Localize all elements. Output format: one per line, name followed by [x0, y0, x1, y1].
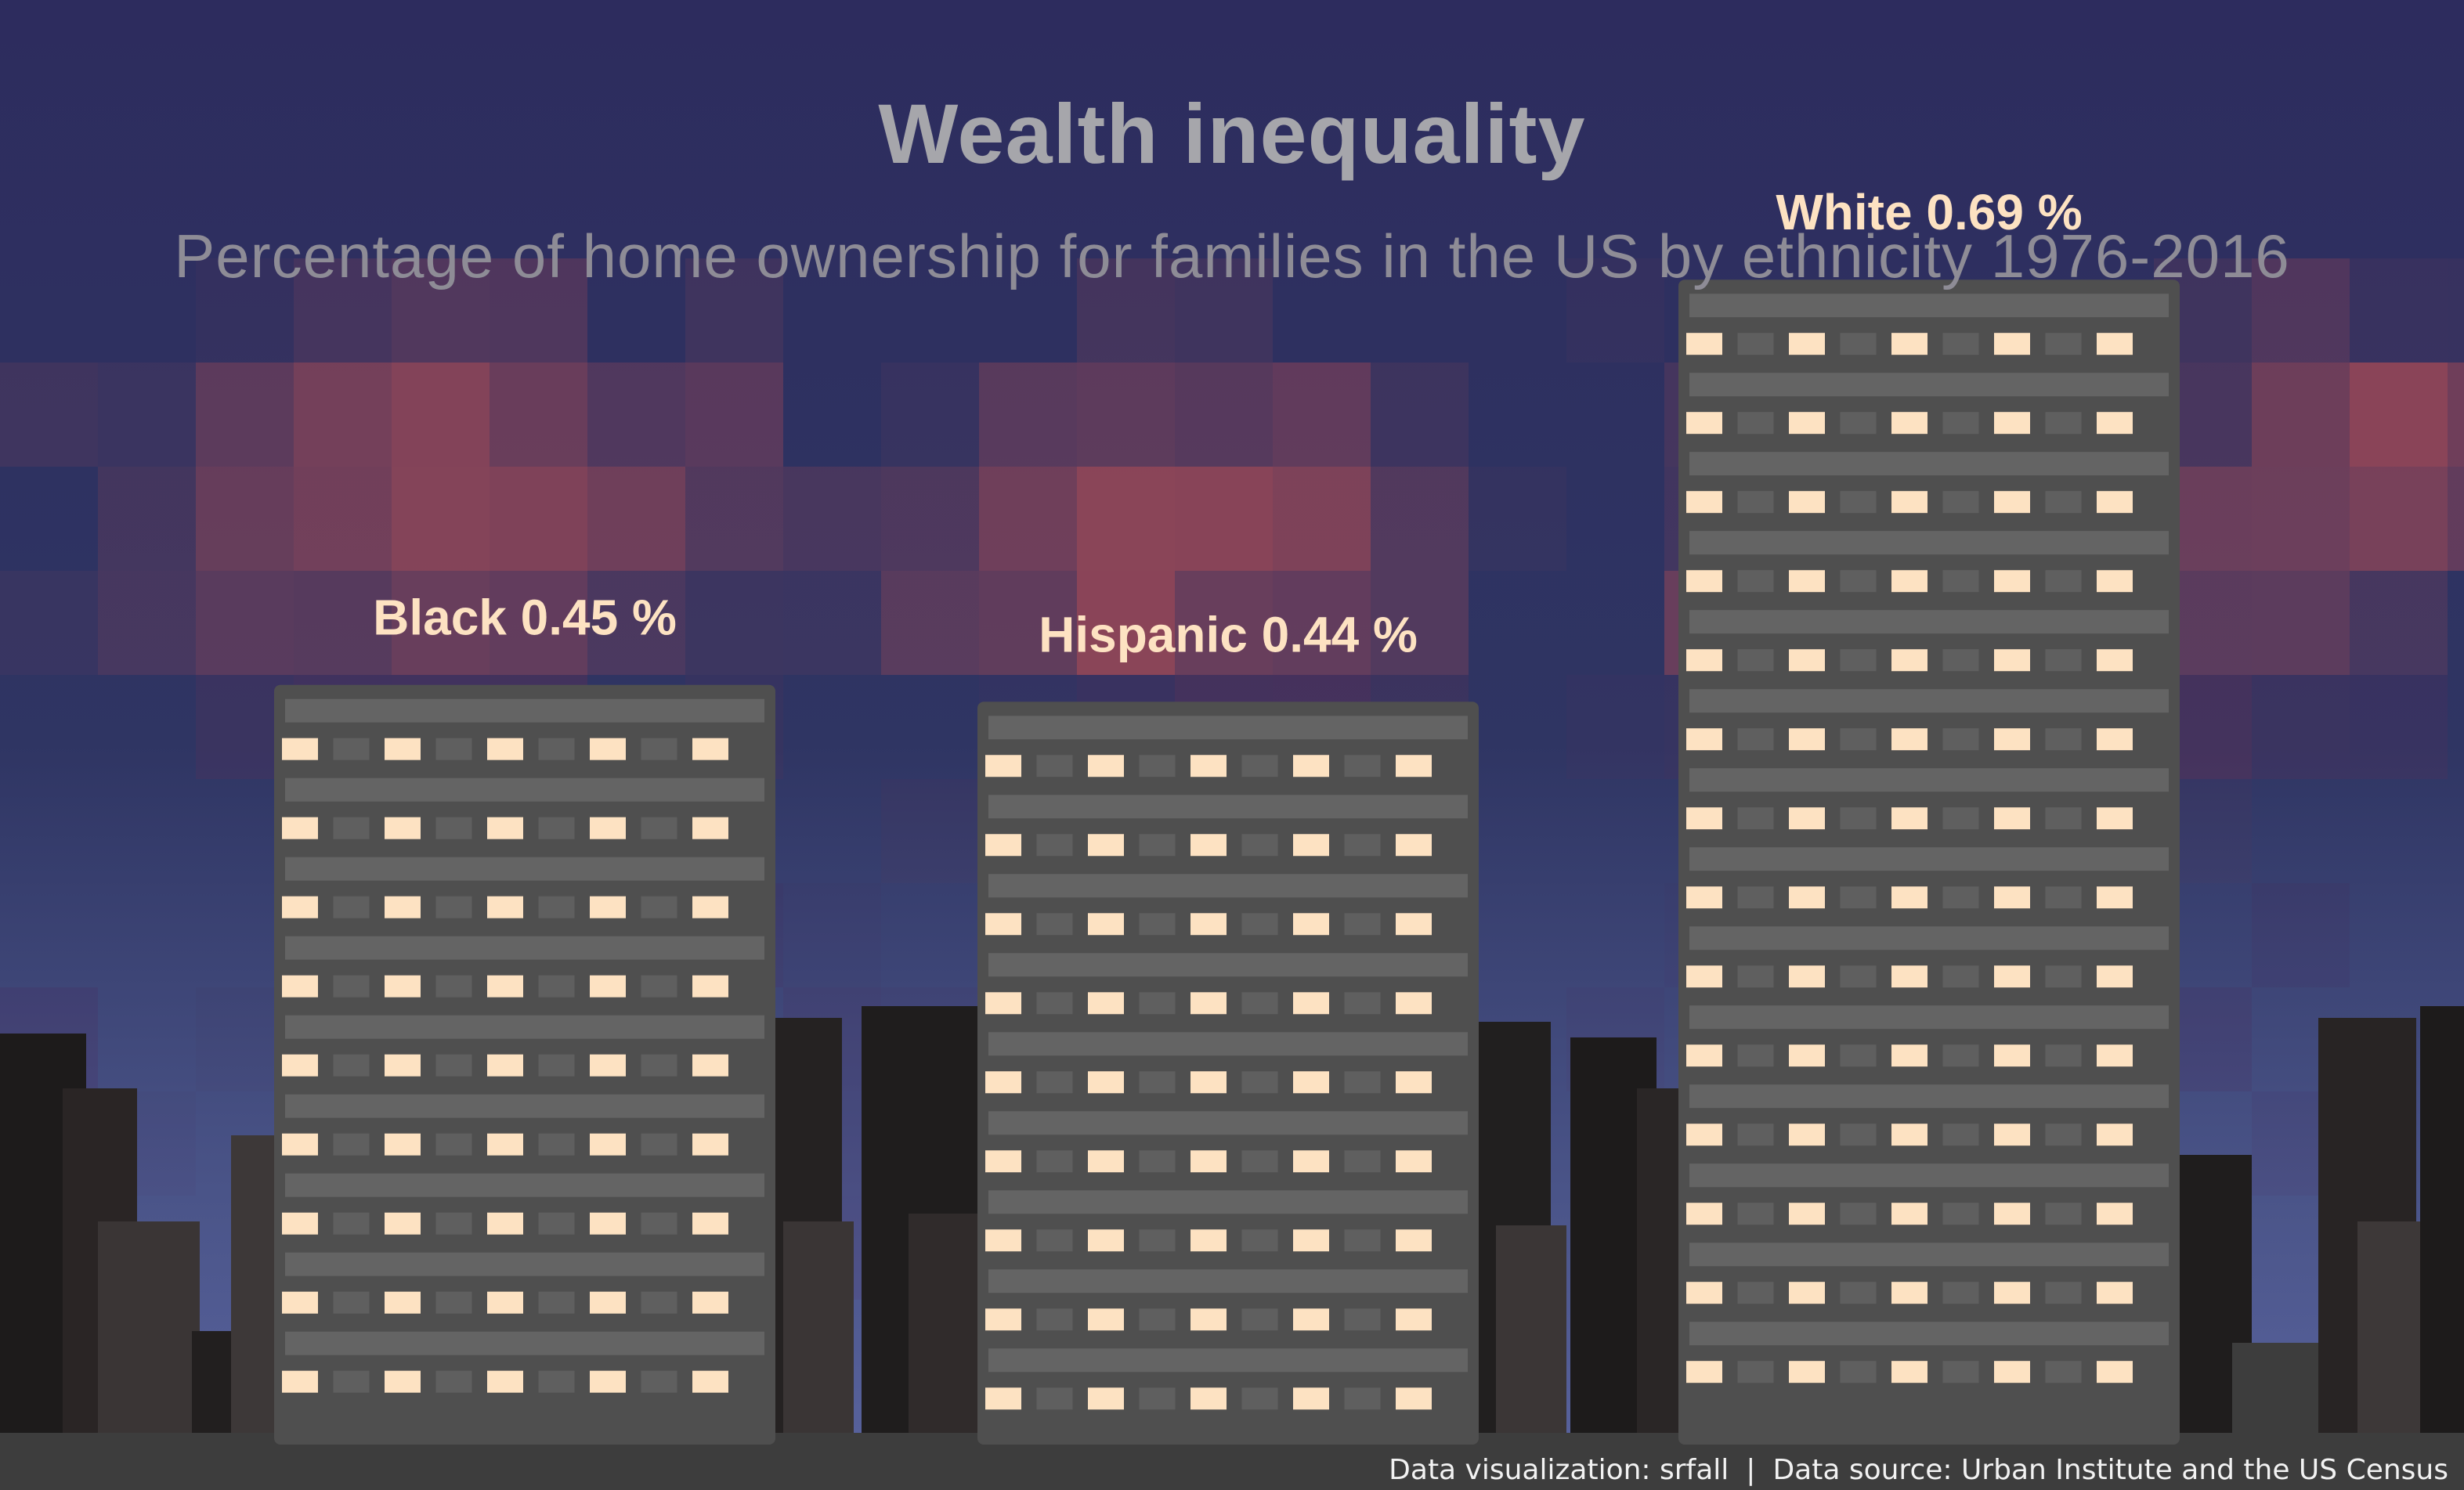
bar-label-black: Black 0.45 %: [373, 590, 677, 646]
mosaic-tile: [881, 571, 979, 675]
mosaic-tile: [2350, 258, 2448, 363]
bars-layer: [274, 280, 2180, 1445]
mosaic-tile: [1175, 258, 1273, 363]
mosaic-tile: [783, 571, 881, 675]
mosaic-tile: [196, 363, 294, 467]
skyline-building: [1496, 1225, 1566, 1433]
mosaic-tile: [2448, 258, 2464, 363]
mosaic-tile: [685, 363, 783, 467]
skyline-building: [2420, 1006, 2464, 1433]
mosaic-tile: [2350, 363, 2448, 467]
mosaic-tile: [881, 363, 979, 467]
mosaic-tile: [587, 467, 685, 571]
footer-separator: |: [1746, 1454, 1756, 1486]
city-skyline: [0, 1006, 2464, 1433]
mosaic-tile: [587, 363, 685, 467]
mosaic-tile: [2252, 675, 2350, 779]
mosaic-tile: [685, 467, 783, 571]
mosaic-tile: [1175, 363, 1273, 467]
mosaic-tile: [2350, 467, 2448, 571]
footer-credits: Data visualization: srfall | Data source: …: [1389, 1451, 2448, 1490]
mosaic-tile: [979, 571, 1077, 675]
mosaic-tile: [392, 571, 490, 675]
mosaic-tile: [979, 363, 1077, 467]
mosaic-tile: [783, 883, 881, 987]
mosaic-tile: [98, 363, 196, 467]
mosaic-tile: [1566, 258, 1664, 363]
bar-label-hispanic: Hispanic 0.44 %: [1039, 606, 1418, 662]
mosaic-tile: [392, 363, 490, 467]
chart-subtitle: Percentage of home ownership for familie…: [174, 222, 2290, 290]
mosaic-tile: [490, 571, 587, 675]
mosaic-tile: [685, 258, 783, 363]
mosaic-tile: [979, 467, 1077, 571]
mosaic-tile: [392, 258, 490, 363]
mosaic-tile: [490, 467, 587, 571]
mosaic-tile: [1077, 258, 1175, 363]
bar-labels-layer: Black 0.45 % Hispanic 0.44 % White 0.69 %: [373, 184, 2083, 662]
mosaic-tile: [2252, 467, 2350, 571]
mosaic-tile: [685, 571, 783, 675]
skyline-building: [909, 1214, 979, 1433]
mosaic-tile: [1371, 467, 1469, 571]
mosaic-tile: [2252, 363, 2350, 467]
mosaic-tile: [1273, 571, 1371, 675]
mosaic-tile: [0, 571, 98, 675]
mosaic-tile: [1469, 467, 1566, 571]
mosaic-tile: [1077, 467, 1175, 571]
mosaic-tile: [2350, 571, 2448, 675]
mosaic-tile: [1273, 363, 1371, 467]
mosaic-tile: [1566, 675, 1664, 779]
mosaic-tile: [587, 571, 685, 675]
mosaic-tile: [1077, 363, 1175, 467]
mosaic-tile: [1175, 467, 1273, 571]
mosaic-tile: [2252, 258, 2350, 363]
mosaic-tile: [1077, 571, 1175, 675]
mosaic-tile: [1371, 571, 1469, 675]
mosaic-tile: [881, 467, 979, 571]
skyline-building: [2232, 1343, 2334, 1433]
skyline-building: [98, 1221, 200, 1433]
mosaic-tile: [881, 779, 979, 883]
chart-title: Wealth inequality: [878, 86, 1586, 181]
mosaic-tile: [98, 467, 196, 571]
mosaic-tile: [1175, 571, 1273, 675]
mosaic-tile: [490, 363, 587, 467]
mosaic-tile: [294, 258, 392, 363]
bar-white: [1678, 280, 2180, 1445]
skyline-building: [783, 1221, 854, 1433]
mosaic-tile: [2448, 467, 2464, 571]
skyline-building: [2357, 1221, 2428, 1433]
mosaic-tile: [2350, 675, 2448, 779]
mosaic-tile: [2252, 571, 2350, 675]
mosaic-tile: [294, 363, 392, 467]
mosaic-tile: [2252, 883, 2350, 987]
mosaic-tile: [783, 467, 881, 571]
bar-label-white: White 0.69 %: [1776, 184, 2082, 240]
mosaic-tile: [1273, 467, 1371, 571]
mosaic-tile: [294, 571, 392, 675]
mosaic-tile: [294, 467, 392, 571]
mosaic-tile: [0, 363, 98, 467]
mosaic-tile: [392, 467, 490, 571]
footer-source: Data source: Urban Institute and the US …: [1772, 1454, 2448, 1486]
mosaic-tile: [196, 571, 294, 675]
mosaic-tile: [196, 258, 294, 363]
mosaic-tile: [1371, 363, 1469, 467]
mosaic-tile: [196, 467, 294, 571]
bar-hispanic: [977, 702, 1479, 1445]
mosaic-tile: [490, 258, 587, 363]
mosaic-tile: [98, 571, 196, 675]
bar-black: [274, 684, 775, 1445]
mosaic-tile: [2448, 363, 2464, 467]
footer-credit: Data visualization: srfall: [1389, 1454, 1729, 1486]
